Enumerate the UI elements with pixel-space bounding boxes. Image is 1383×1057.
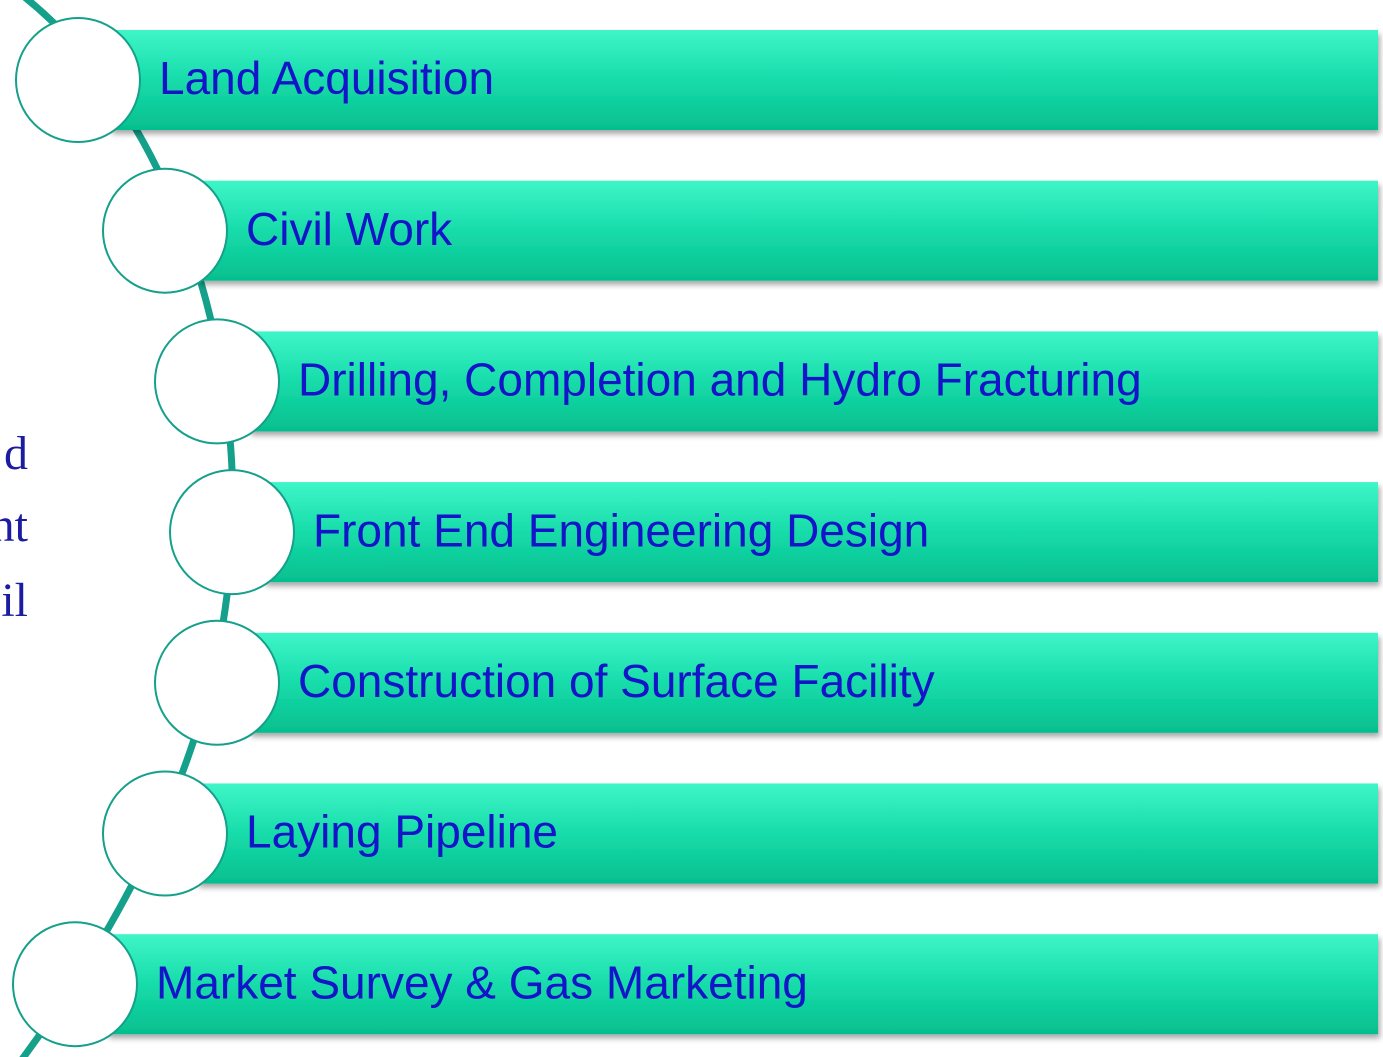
- list-item: Laying Pipeline: [102, 770, 1378, 897]
- list-item: Land Acquisition: [15, 17, 1378, 143]
- side-text-fragment: nt: [0, 499, 29, 552]
- list-item: Market Survey & Gas Marketing: [12, 921, 1378, 1048]
- item-label: Construction of Surface Facility: [298, 655, 935, 707]
- side-text-fragment: il: [1, 574, 28, 627]
- item-circle: [169, 469, 295, 596]
- item-bar: [249, 331, 1378, 432]
- list-item: Front End Engineering Design: [169, 469, 1378, 596]
- item-label: Laying Pipeline: [246, 806, 558, 858]
- list-item: Drilling, Completion and Hydro Fracturin…: [154, 318, 1378, 445]
- list-item: Construction of Surface Facility: [154, 619, 1378, 746]
- item-circle: [154, 318, 280, 445]
- item-circle: [15, 17, 141, 143]
- item-bar: [107, 934, 1378, 1035]
- item-bar: [197, 180, 1378, 281]
- item-label: Market Survey & Gas Marketing: [156, 956, 808, 1008]
- side-text-fragment: d: [4, 427, 28, 480]
- item-bar: [249, 632, 1378, 733]
- item-label: Drilling, Completion and Hydro Fracturin…: [298, 354, 1142, 406]
- item-bar: [110, 30, 1378, 130]
- item-circle: [102, 167, 228, 294]
- item-label: Land Acquisition: [159, 52, 494, 104]
- item-label: Front End Engineering Design: [313, 504, 929, 556]
- item-circle: [12, 921, 138, 1048]
- side-text: d nt il: [0, 427, 29, 627]
- item-bar: [197, 783, 1378, 884]
- item-circle: [102, 770, 228, 897]
- item-bar: [264, 482, 1378, 583]
- item-circle: [154, 619, 280, 746]
- item-list: Land Acquisition Civil Work Drilling, Comp…: [12, 17, 1378, 1048]
- list-item: Civil Work: [102, 167, 1378, 294]
- item-label: Civil Work: [246, 203, 453, 255]
